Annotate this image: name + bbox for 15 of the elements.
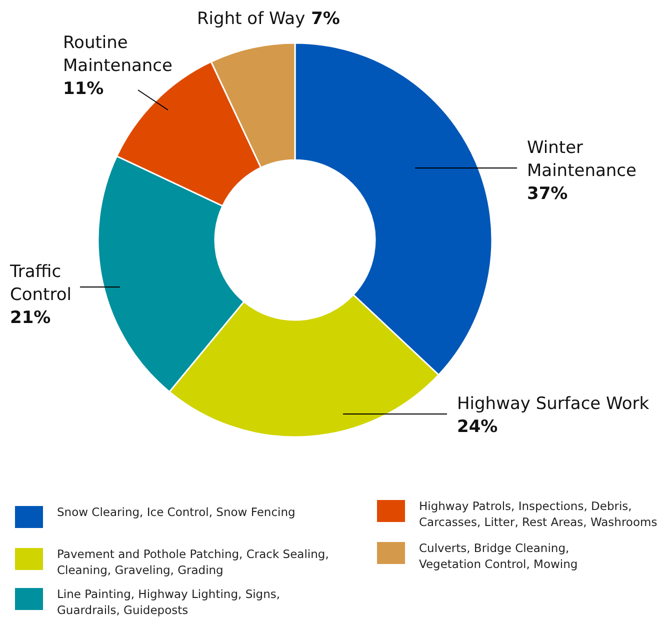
data-label: 11% (63, 79, 104, 99)
data-label: 24% (457, 417, 498, 437)
slice-label: Routine Maintenance (63, 33, 172, 76)
slice-label: Winter Maintenance (527, 138, 636, 181)
text: Culverts, Bridge Cleaning, Vegetation Control, Mowing (419, 541, 578, 571)
slice-label: Right of Way (197, 9, 306, 29)
slice-label: Highway Surface Work (457, 394, 650, 414)
text: Line Painting, Highway Lighting, Signs, Guardrails, Guideposts (57, 587, 280, 617)
text: Snow Clearing, Ice Control, Snow Fencing (57, 505, 296, 519)
text: Pavement and Pothole Patching, Crack Sealing, Cleaning, Graveling, Grading (57, 547, 329, 577)
data-label: 7% (305, 9, 340, 29)
data-label: 21% (10, 308, 51, 328)
slice-label: Traffic Control (9, 262, 72, 305)
data-label: 37% (527, 184, 568, 204)
text: Highway Patrols, Inspections, Debris, Carcasses, Litter, Rest Areas, Washrooms (419, 499, 658, 529)
